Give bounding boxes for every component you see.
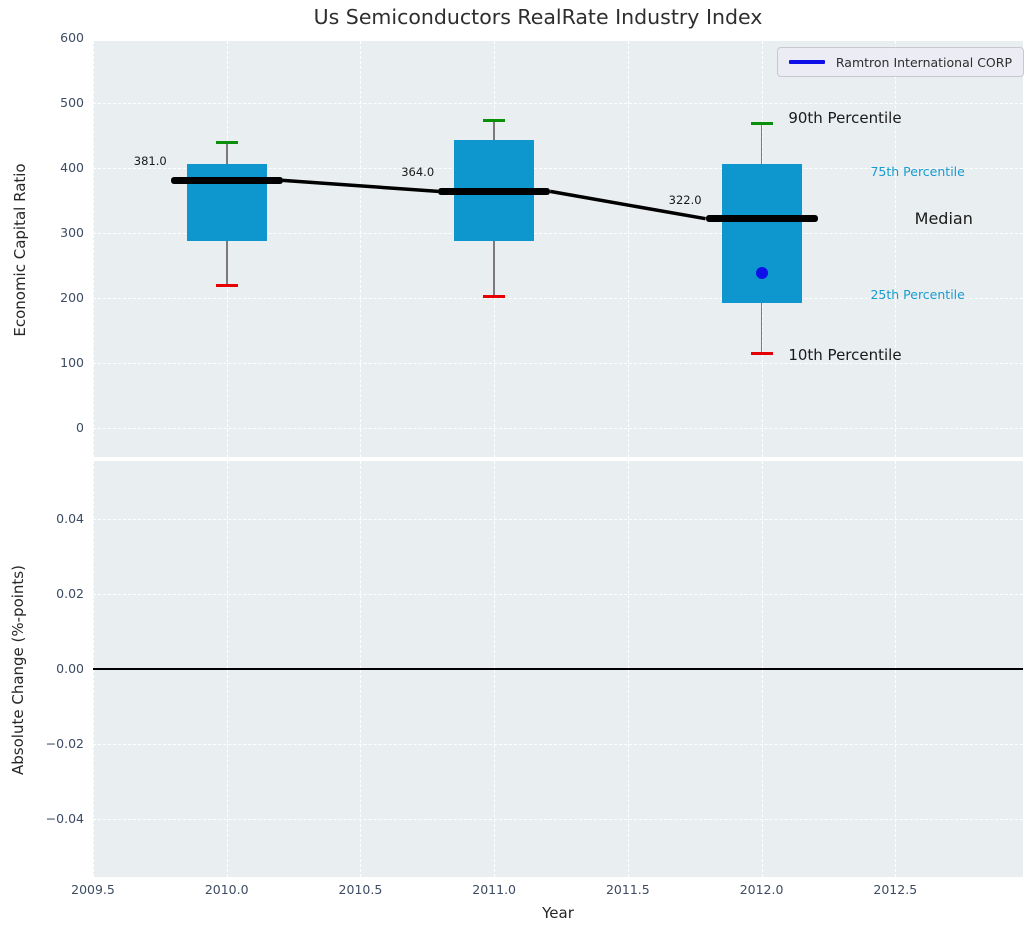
annotation-median: Median	[914, 208, 973, 228]
gridline-vertical	[360, 41, 362, 457]
y-tick-label-top: 400	[60, 160, 84, 175]
zero-line	[93, 668, 1023, 670]
whisker-cap-high	[750, 122, 773, 126]
gridline-horizontal	[93, 363, 1023, 364]
annotation-10th-percentile: 10th Percentile	[788, 345, 902, 364]
gridline-horizontal	[93, 819, 1023, 820]
whisker-cap-high	[215, 140, 238, 144]
legend-label: Ramtron International CORP	[835, 54, 1012, 70]
gridline-horizontal	[93, 298, 1023, 299]
legend: Ramtron International CORP	[776, 47, 1024, 77]
y-tick-label-bottom: −0.04	[45, 811, 84, 826]
gridline-horizontal	[93, 168, 1023, 169]
x-axis-label-year: Year	[542, 904, 574, 922]
median-line	[705, 215, 818, 223]
gridline-horizontal	[93, 594, 1023, 595]
x-tick-label: 2010.5	[338, 882, 383, 897]
gridline-vertical	[93, 41, 94, 457]
median-value-label: 322.0	[668, 192, 702, 207]
y-tick-label-bottom: 0.02	[56, 586, 84, 601]
gridline-horizontal	[93, 428, 1023, 429]
y-tick-label-bottom: −0.02	[45, 736, 84, 751]
y-tick-label-bottom: 0.00	[56, 661, 84, 676]
gridline-vertical	[627, 41, 629, 457]
median-line	[170, 176, 283, 184]
y-tick-label-top: 200	[60, 290, 84, 305]
median-value-label: 381.0	[133, 154, 167, 169]
whisker-cap-low	[215, 283, 238, 287]
gridline-vertical	[895, 41, 897, 457]
x-tick-label: 2011.0	[472, 882, 517, 897]
legend-line-sample	[788, 60, 825, 64]
whisker-cap-low	[483, 294, 506, 298]
median-line	[438, 187, 551, 195]
gridline-horizontal	[93, 103, 1023, 104]
annotation-75th-percentile: 75th Percentile	[870, 163, 965, 179]
annotation-90th-percentile: 90th Percentile	[788, 108, 902, 127]
y-tick-label-top: 500	[60, 95, 84, 110]
gridline-horizontal	[93, 744, 1023, 745]
chart-title: Us Semiconductors RealRate Industry Inde…	[313, 5, 763, 29]
x-tick-label: 2012.5	[873, 882, 918, 897]
company-data-point	[755, 267, 768, 280]
y-tick-label-top: 600	[60, 30, 84, 45]
y-tick-label-top: 300	[60, 225, 84, 240]
bottom-panel-plot-area	[93, 461, 1023, 877]
y-tick-label-bottom: 0.04	[56, 511, 84, 526]
x-tick-label: 2011.5	[605, 882, 650, 897]
x-tick-label: 2010.0	[204, 882, 249, 897]
annotation-25th-percentile: 25th Percentile	[870, 287, 965, 302]
box-iqr	[186, 164, 267, 241]
gridline-horizontal	[93, 233, 1023, 234]
box-iqr	[721, 164, 802, 304]
y-tick-label-top: 0	[76, 420, 84, 435]
x-tick-label: 2009.5	[71, 882, 115, 897]
y-tick-label-top: 100	[60, 355, 84, 370]
top-panel-plot-area: 381.0 364.0 322.0 90th Percentile 75th Perce…	[93, 41, 1023, 457]
x-tick-label: 2012.0	[739, 882, 784, 897]
gridline-horizontal	[93, 519, 1023, 520]
whisker-cap-low	[750, 351, 773, 355]
whisker-cap-high	[483, 119, 506, 123]
median-value-label: 364.0	[401, 165, 435, 180]
